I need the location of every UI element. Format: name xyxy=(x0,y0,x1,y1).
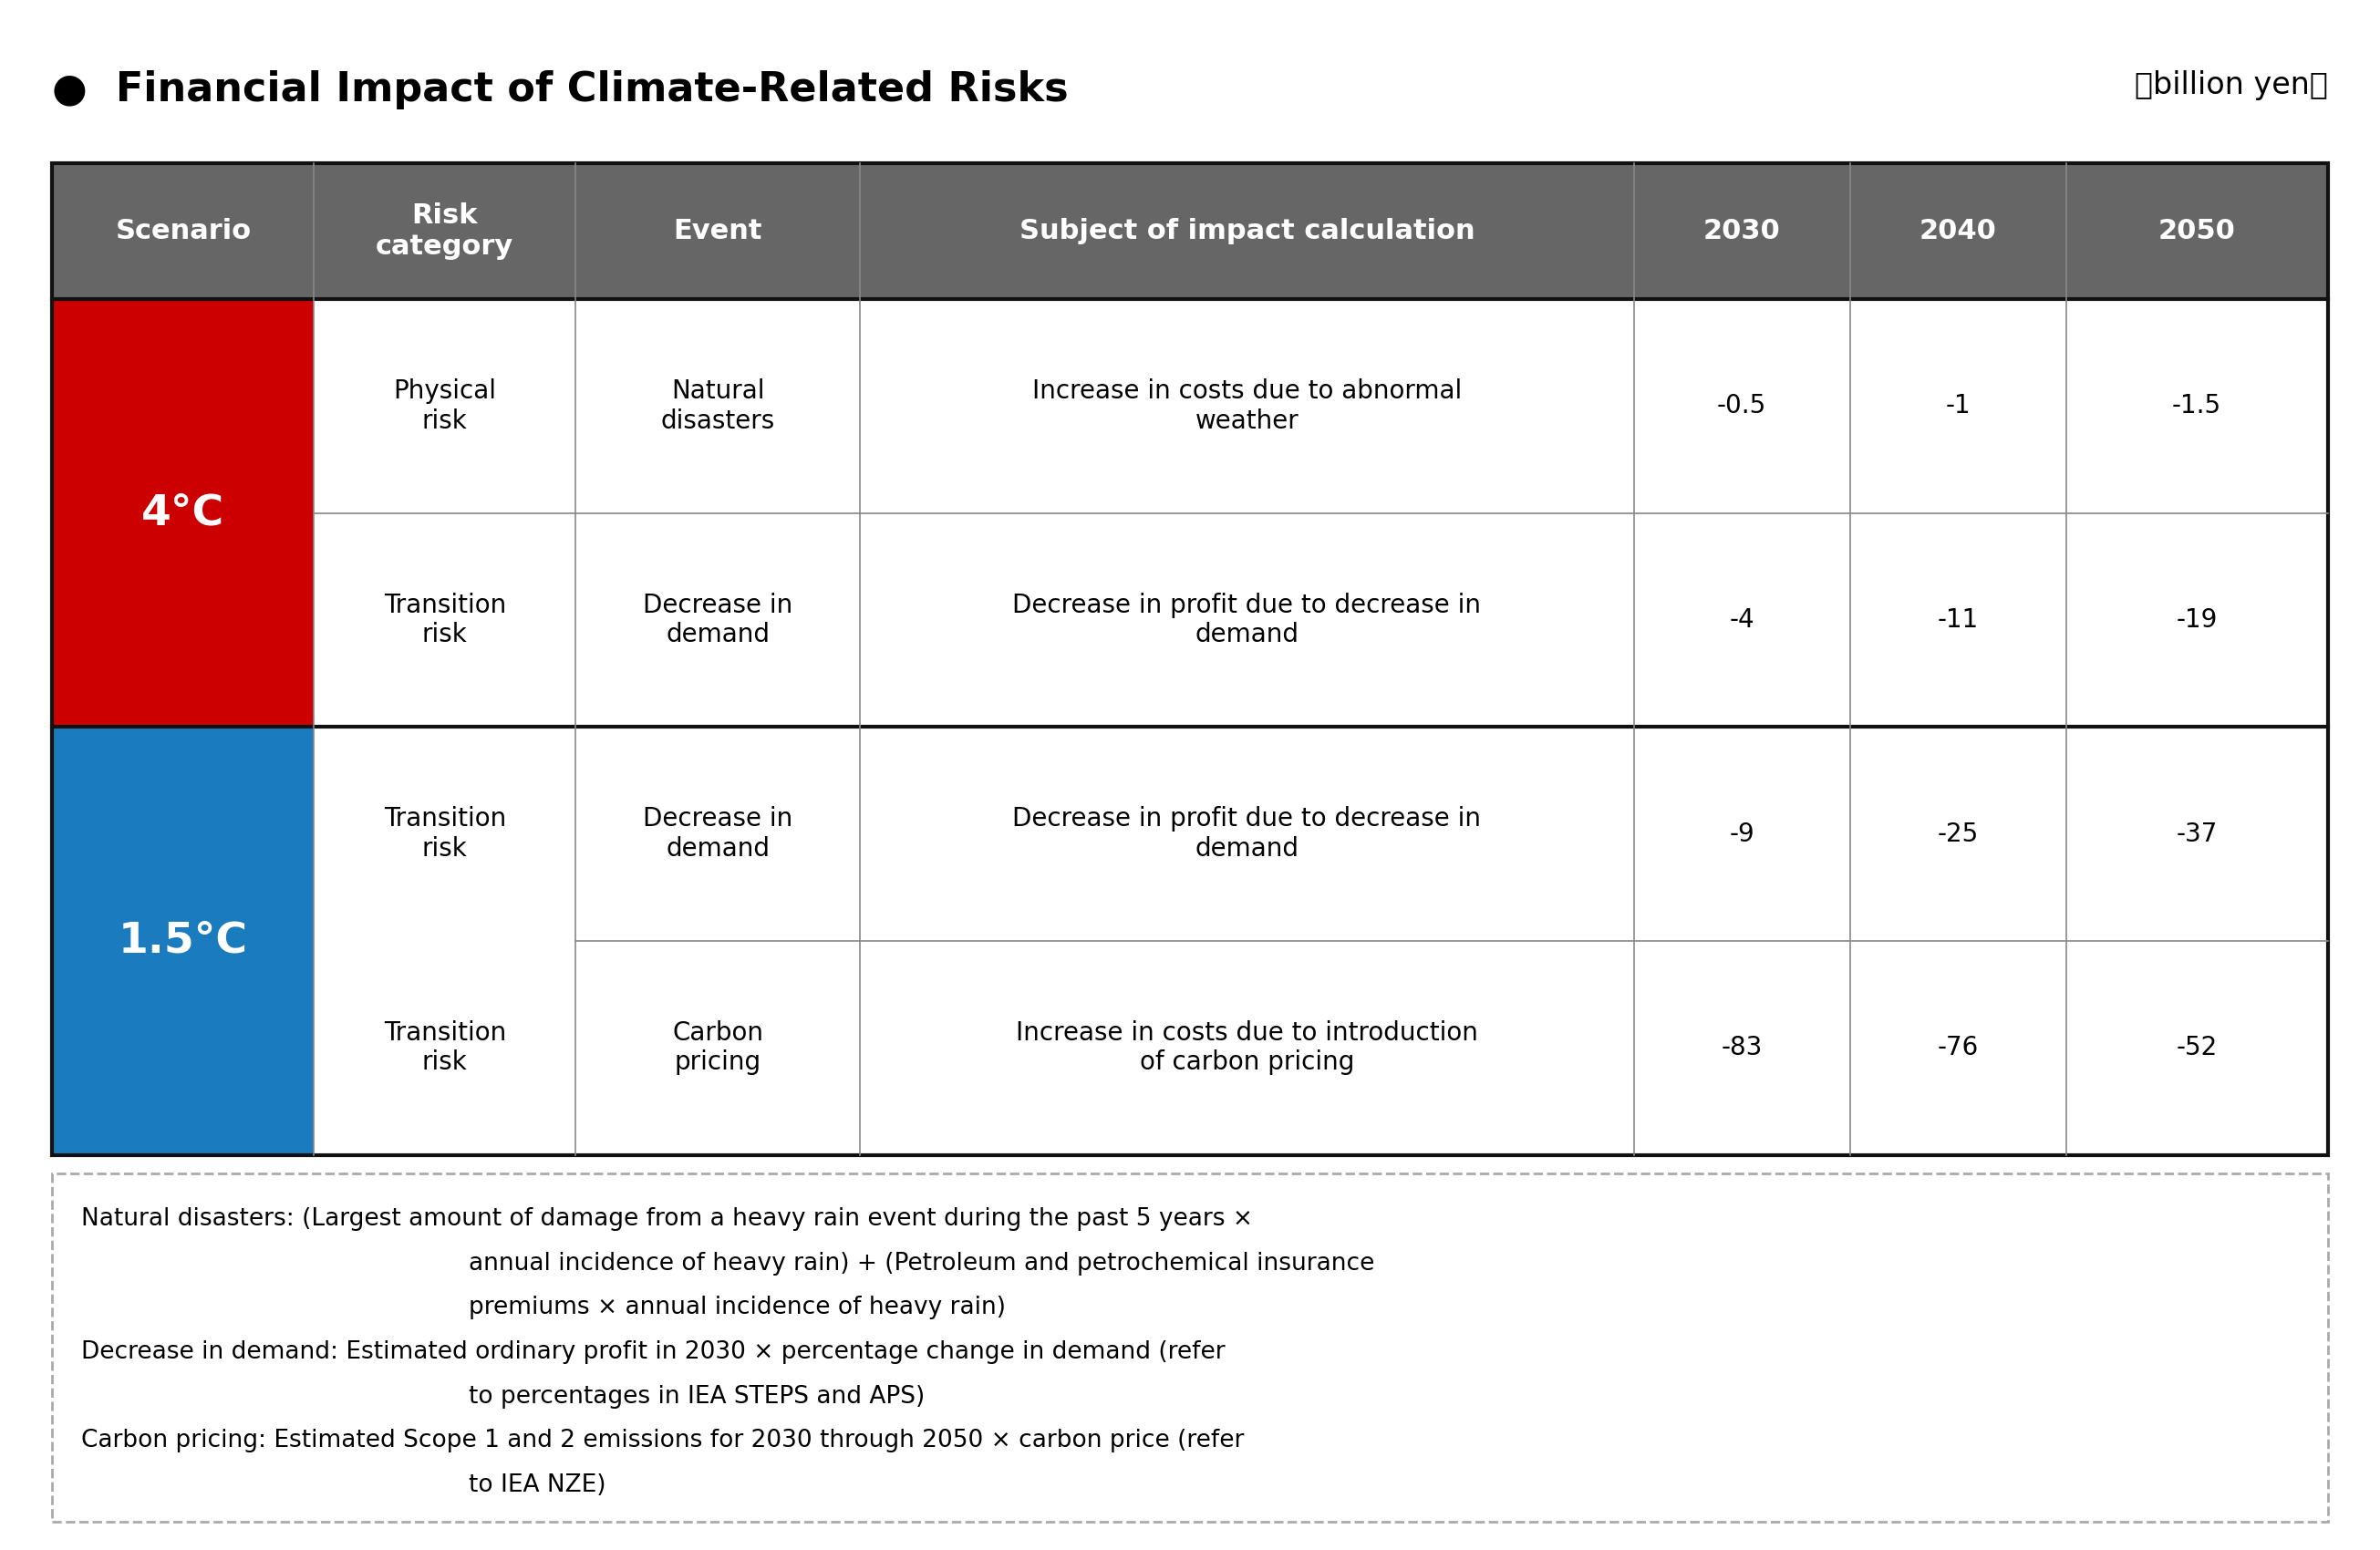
Text: Decrease in profit due to decrease in
demand: Decrease in profit due to decrease in de… xyxy=(1012,592,1480,648)
Text: Decrease in profit due to decrease in
demand: Decrease in profit due to decrease in de… xyxy=(1012,806,1480,862)
Text: -25: -25 xyxy=(1937,822,1978,846)
Text: -0.5: -0.5 xyxy=(1716,394,1766,419)
Bar xyxy=(52,299,2328,513)
Text: Carbon
pricing: Carbon pricing xyxy=(671,1020,764,1076)
Text: 2050: 2050 xyxy=(2159,217,2235,245)
Bar xyxy=(52,727,314,1155)
Text: to IEA NZE): to IEA NZE) xyxy=(469,1472,607,1497)
Bar xyxy=(52,299,314,727)
Text: Physical
risk: Physical risk xyxy=(393,378,497,434)
FancyBboxPatch shape xyxy=(52,1173,2328,1522)
Text: to percentages in IEA STEPS and APS): to percentages in IEA STEPS and APS) xyxy=(469,1384,926,1409)
Text: Scenario: Scenario xyxy=(114,217,252,245)
Bar xyxy=(52,513,2328,727)
Text: premiums × annual incidence of heavy rain): premiums × annual incidence of heavy rai… xyxy=(469,1296,1007,1319)
Text: 2040: 2040 xyxy=(1918,217,1997,245)
Text: Decrease in
demand: Decrease in demand xyxy=(643,806,793,862)
Text: Decrease in demand: Estimated ordinary profit in 2030 × percentage change in dem: Decrease in demand: Estimated ordinary p… xyxy=(81,1341,1226,1364)
Text: 4°C: 4°C xyxy=(140,493,224,533)
Text: -76: -76 xyxy=(1937,1035,1978,1060)
Text: -83: -83 xyxy=(1721,1035,1764,1060)
Text: Increase in costs due to introduction
of carbon pricing: Increase in costs due to introduction of… xyxy=(1016,1020,1478,1076)
Bar xyxy=(52,163,2328,299)
Text: Subject of impact calculation: Subject of impact calculation xyxy=(1019,217,1476,245)
Text: -1.5: -1.5 xyxy=(2173,394,2221,419)
Bar xyxy=(52,941,2328,1155)
Text: ●  Financial Impact of Climate-Related Risks: ● Financial Impact of Climate-Related Ri… xyxy=(52,70,1069,109)
Text: -4: -4 xyxy=(1730,608,1754,632)
Bar xyxy=(52,727,2328,941)
Text: -1: -1 xyxy=(1944,394,1971,419)
Text: Risk
category: Risk category xyxy=(376,203,514,259)
Text: （billion yen）: （billion yen） xyxy=(2135,70,2328,99)
Text: Natural disasters: (Largest amount of damage from a heavy rain event during the : Natural disasters: (Largest amount of da… xyxy=(81,1207,1252,1231)
Text: -19: -19 xyxy=(2175,608,2218,632)
Text: -37: -37 xyxy=(2175,822,2218,846)
Text: Increase in costs due to abnormal
weather: Increase in costs due to abnormal weathe… xyxy=(1033,378,1461,434)
Bar xyxy=(52,163,2328,1155)
Text: Transition
risk: Transition risk xyxy=(383,1020,507,1076)
Text: Event: Event xyxy=(674,217,762,245)
Text: -9: -9 xyxy=(1730,822,1754,846)
Text: Carbon pricing: Estimated Scope 1 and 2 emissions for 2030 through 2050 × carbon: Carbon pricing: Estimated Scope 1 and 2 … xyxy=(81,1429,1245,1452)
Text: Natural
disasters: Natural disasters xyxy=(662,378,776,434)
Text: Transition
risk: Transition risk xyxy=(383,592,507,648)
Text: -52: -52 xyxy=(2175,1035,2218,1060)
Text: 1.5°C: 1.5°C xyxy=(119,921,248,961)
Text: 2030: 2030 xyxy=(1704,217,1780,245)
Text: annual incidence of heavy rain) + (Petroleum and petrochemical insurance: annual incidence of heavy rain) + (Petro… xyxy=(469,1252,1376,1276)
Text: Decrease in
demand: Decrease in demand xyxy=(643,592,793,648)
Text: -11: -11 xyxy=(1937,608,1978,632)
Text: Transition
risk: Transition risk xyxy=(383,806,507,862)
